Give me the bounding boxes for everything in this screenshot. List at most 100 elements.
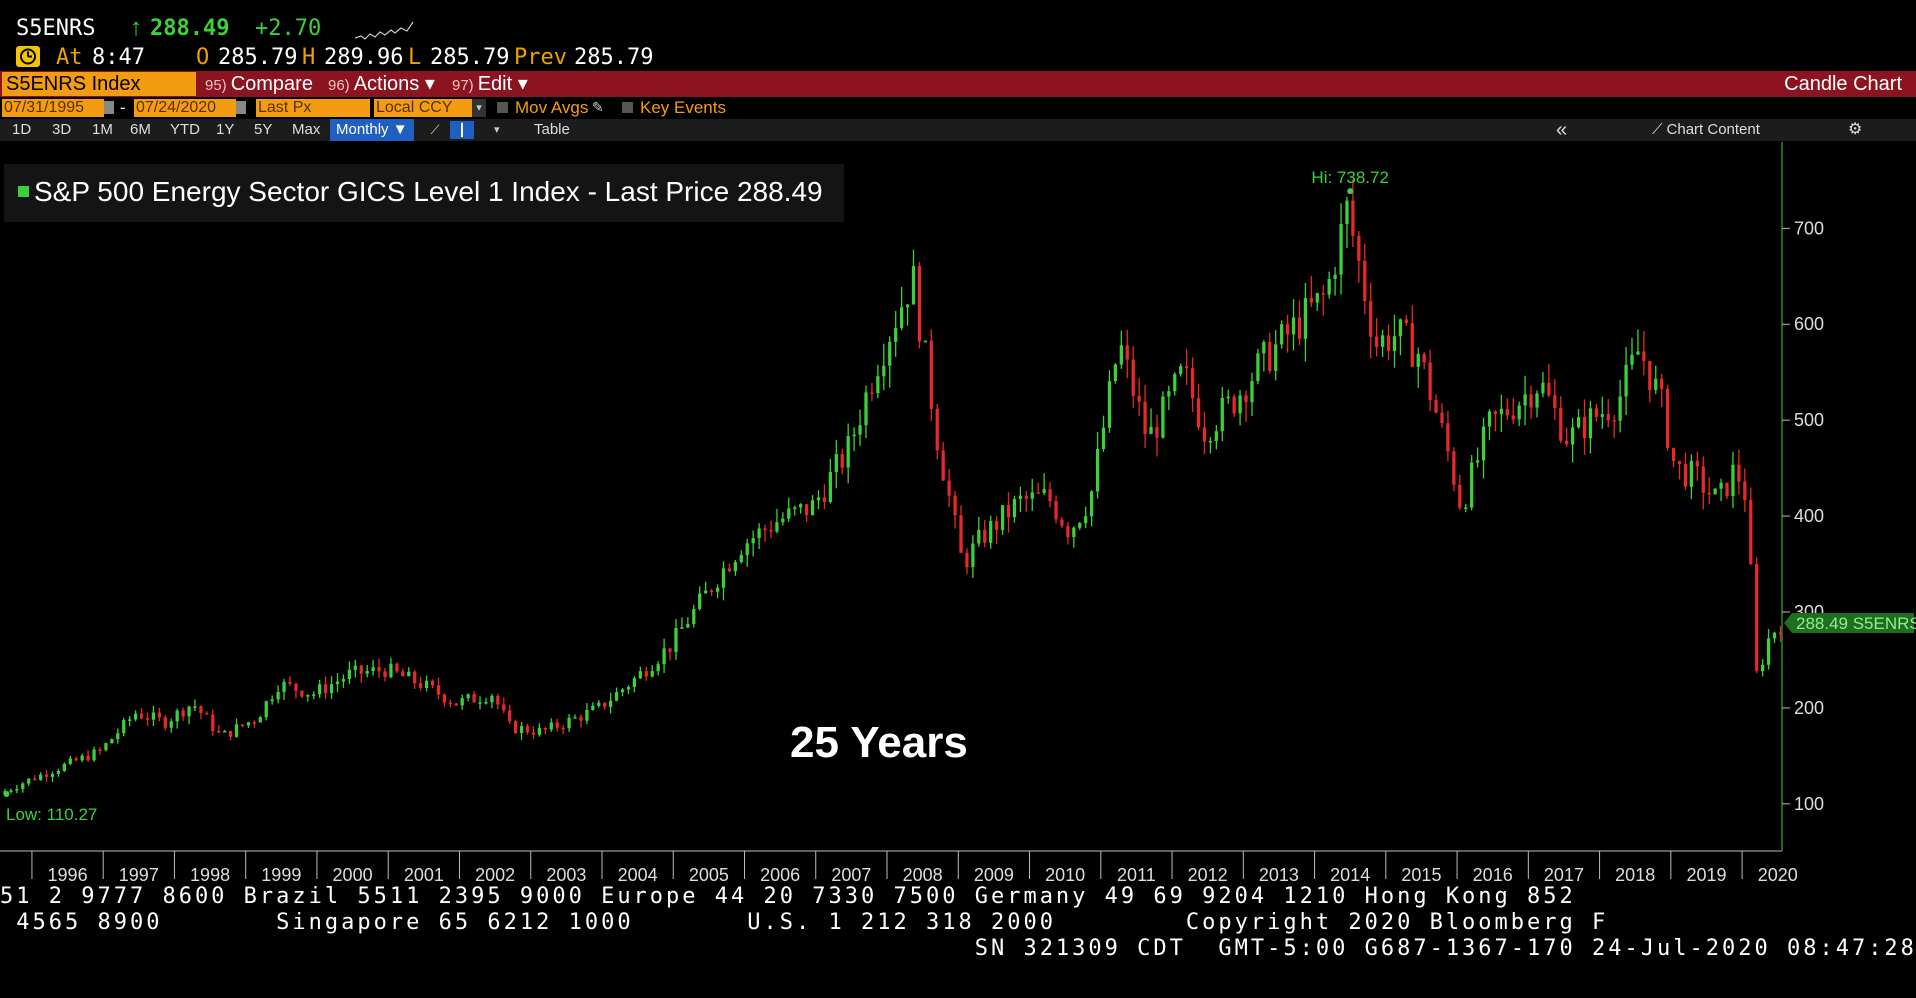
last-price: 288.49 [150,16,230,41]
candle-body [609,700,613,707]
end-date-field[interactable]: 07/24/2020 [134,99,236,117]
line-chart-icon[interactable]: ⟋ [430,122,440,137]
period-button-1m[interactable]: 1M [92,121,113,138]
candle-body [383,671,387,678]
candle-body [365,671,369,674]
x-tick-label: 2017 [1544,865,1584,882]
candle-body [86,755,90,761]
candle-body [1458,484,1462,508]
period-button-ytd[interactable]: YTD [170,121,200,138]
candle-body [514,721,518,734]
candle-body [1576,417,1581,428]
candle-body [614,692,619,701]
y-tick-label: 200 [1794,698,1824,718]
candle-body [187,706,191,717]
candle-body [555,722,559,728]
key-events-checkbox[interactable] [622,102,633,113]
mov-avgs-label[interactable]: Mov Avgs [515,98,589,117]
candle-body [1511,415,1515,420]
actions-button[interactable]: 96) Actions ▾ [328,72,435,96]
candle-body [1196,398,1201,428]
candle-body [757,528,761,539]
candle-body [1060,519,1064,526]
clock-icon [16,46,40,67]
candle-body [163,717,167,728]
chart-content-button[interactable]: ⟋ Chart Content [1652,119,1760,141]
candle-body [1434,399,1438,413]
candle-chart-icon[interactable]: ┃ [450,121,474,139]
quote-time: 8:47 [92,45,145,70]
frequency-select[interactable]: Monthly ▼ [330,119,414,141]
x-tick-label: 1998 [190,865,230,882]
candle-body [359,665,363,674]
candle-body [323,684,328,694]
candle-body [1606,414,1610,421]
candle-body [1707,492,1711,495]
candle-body [644,671,648,677]
contact-tape-line2: 4565 8900 Singapore 65 6212 1000 U.S. 1 … [0,910,1609,935]
field-select[interactable]: Last Px [256,99,370,117]
period-button-1y[interactable]: 1Y [216,121,235,138]
candle-body [680,627,684,629]
key-events-label[interactable]: Key Events [640,98,726,117]
period-button-5y[interactable]: 5Y [254,121,273,138]
up-arrow-icon: ↑ [130,14,142,41]
candle-body [1018,495,1023,500]
compare-button[interactable]: 95) Compare [205,72,313,96]
pencil-icon[interactable]: ✎ [592,99,604,115]
candle-body [68,758,72,764]
candle-body [1755,563,1759,672]
candle-body [1149,426,1153,435]
candle-body [1321,293,1325,295]
candle-body [1125,345,1129,360]
start-date-field[interactable]: 07/31/1995 [2,99,104,117]
chevron-down-icon[interactable]: ▾ [472,99,486,117]
contact-tape-line1: 51 2 9777 8600 Brazil 5511 2395 9000 Eur… [0,884,1576,909]
mov-avgs-checkbox[interactable] [497,102,508,113]
candle-body [1559,407,1563,441]
candle-body [139,713,144,719]
candle-body [876,376,880,394]
candle-body [1731,464,1735,497]
candle-body [1375,336,1379,347]
candle-body [288,681,292,684]
candle-body [656,664,660,672]
period-button-3d[interactable]: 3D [52,121,72,138]
command-bar [0,71,1916,97]
calendar-icon[interactable] [104,101,114,114]
candle-body [929,340,933,409]
calendar-icon[interactable] [236,101,246,114]
period-button-max[interactable]: Max [292,121,321,138]
edit-button[interactable]: 97) Edit ▾ [452,72,528,96]
x-tick-label: 2003 [546,865,586,882]
hi-marker [1347,188,1354,195]
candle-body [1351,200,1355,236]
period-button-1d[interactable]: 1D [12,121,32,138]
gear-icon[interactable]: ⚙ [1848,121,1863,138]
candle-body [638,671,642,679]
currency-select[interactable]: Local CCY [374,99,474,117]
security-field[interactable]: S5ENRS Index [2,72,196,96]
candle-body [989,520,993,543]
candle-body [1167,391,1171,397]
candle-body [799,504,803,508]
y-tick-label: 400 [1794,506,1824,526]
collapse-icon[interactable]: « [1556,119,1568,141]
candle-body [205,713,209,715]
candle-body [1553,395,1557,408]
candle-body [436,685,441,695]
chevron-down-icon[interactable]: ▾ [494,124,500,136]
candle-body [923,340,928,343]
candle-body [846,436,850,468]
candle-body [1766,638,1771,665]
candle-body [567,717,571,729]
candle-body [430,680,435,686]
table-button[interactable]: Table [534,121,570,138]
candle-body [33,778,37,781]
candle-body [175,710,179,722]
candle-body [1517,405,1521,420]
period-button-6m[interactable]: 6M [130,121,151,138]
candle-body [525,726,530,733]
candle-body [1303,298,1308,339]
candle-body [704,590,708,594]
